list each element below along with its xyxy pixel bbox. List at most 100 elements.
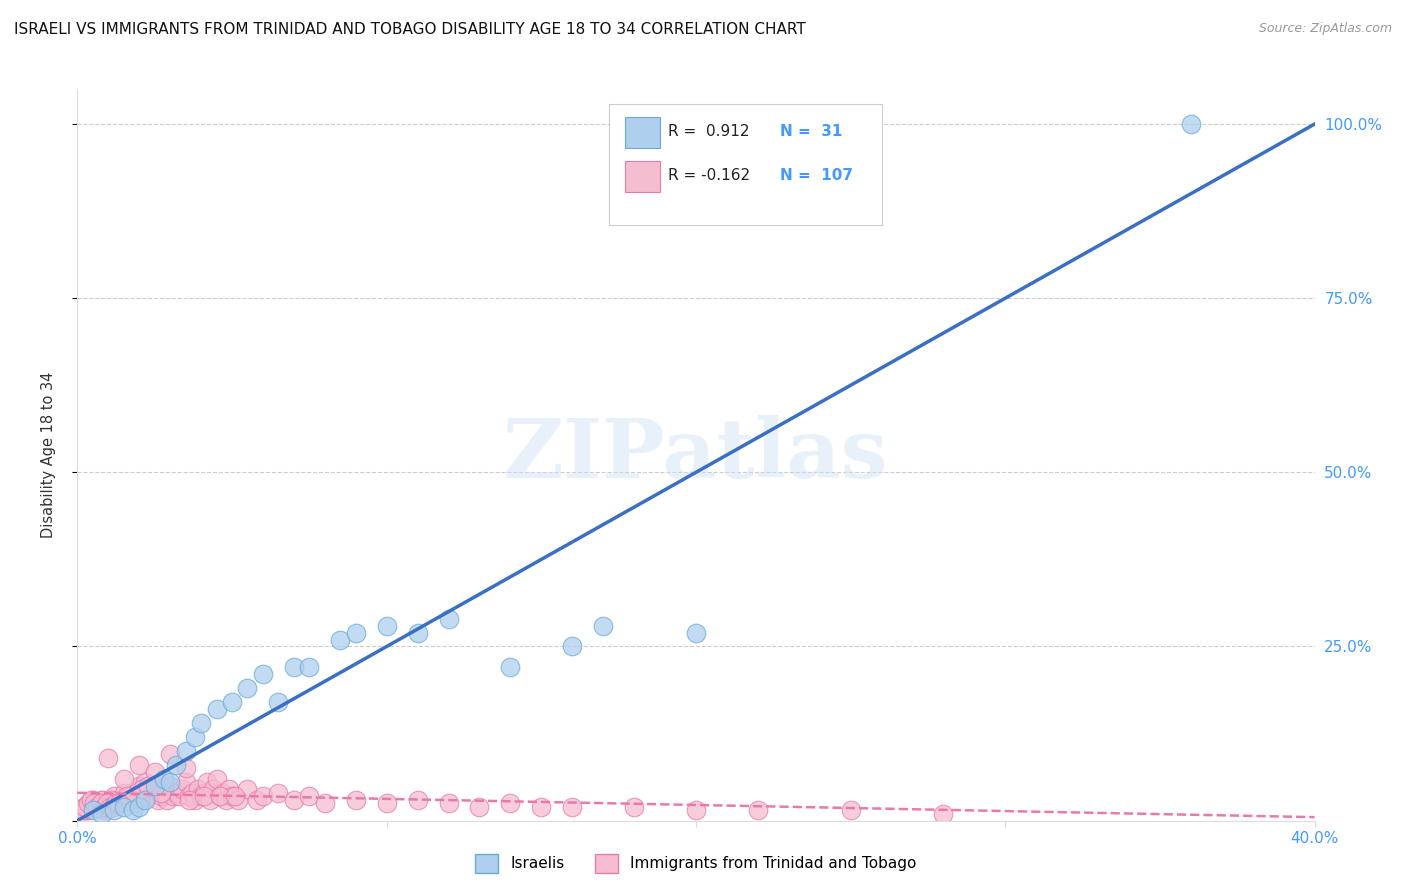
Point	[100, 796, 122, 810]
Point	[82, 793, 104, 807]
Point	[76, 803, 98, 817]
Point	[107, 796, 129, 810]
Point	[169, 789, 191, 804]
Point	[685, 625, 707, 640]
Point	[75, 799, 96, 814]
Point	[90, 796, 112, 810]
Point	[437, 612, 460, 626]
Bar	[626, 117, 659, 148]
Point	[174, 744, 197, 758]
Point	[91, 793, 114, 807]
Point	[91, 793, 114, 807]
Point	[1180, 117, 1202, 131]
Point	[125, 796, 148, 810]
Point	[83, 796, 105, 810]
Point	[193, 786, 215, 800]
Point	[839, 803, 862, 817]
Point	[499, 660, 522, 674]
Point	[153, 772, 176, 786]
Point	[87, 796, 110, 810]
Point	[208, 789, 231, 804]
Point	[134, 793, 156, 807]
Point	[91, 806, 114, 821]
Point	[623, 799, 645, 814]
Text: ZIPatlas: ZIPatlas	[503, 415, 889, 495]
Bar	[626, 161, 659, 192]
Point	[122, 786, 145, 800]
Point	[103, 789, 125, 804]
Point	[177, 789, 200, 804]
Point	[195, 775, 218, 789]
Point	[131, 793, 153, 807]
Point	[141, 786, 163, 800]
Point	[108, 796, 131, 810]
Text: ISRAELI VS IMMIGRANTS FROM TRINIDAD AND TOBAGO DISABILITY AGE 18 TO 34 CORRELATI: ISRAELI VS IMMIGRANTS FROM TRINIDAD AND …	[14, 22, 806, 37]
Point	[561, 799, 583, 814]
Point	[314, 796, 336, 810]
Point	[76, 803, 98, 817]
Point	[128, 799, 150, 814]
Point	[84, 799, 107, 814]
Point	[122, 803, 145, 817]
Point	[236, 782, 259, 797]
Legend: Israelis, Immigrants from Trinidad and Tobago: Israelis, Immigrants from Trinidad and T…	[470, 848, 922, 879]
Point	[174, 775, 197, 789]
Point	[115, 793, 138, 807]
Point	[110, 796, 132, 810]
Point	[205, 772, 228, 786]
Point	[267, 695, 290, 709]
Point	[153, 786, 176, 800]
Point	[101, 799, 124, 814]
Point	[180, 786, 202, 800]
Point	[561, 640, 583, 654]
Point	[375, 618, 398, 632]
Point	[105, 796, 127, 810]
Point	[82, 803, 104, 817]
Point	[224, 789, 246, 804]
Point	[134, 775, 156, 789]
Point	[107, 793, 129, 807]
Point	[685, 803, 707, 817]
Point	[82, 799, 104, 814]
Point	[112, 772, 135, 786]
Point	[149, 789, 172, 804]
Point	[211, 786, 233, 800]
Point	[298, 789, 321, 804]
Point	[159, 779, 181, 793]
Point	[96, 796, 118, 810]
Point	[72, 799, 94, 814]
Point	[77, 796, 100, 810]
Point	[406, 793, 429, 807]
Point	[128, 758, 150, 772]
Point	[162, 789, 184, 804]
Point	[246, 793, 269, 807]
Point	[159, 747, 181, 762]
Point	[143, 764, 166, 779]
Text: Source: ZipAtlas.com: Source: ZipAtlas.com	[1258, 22, 1392, 36]
Point	[93, 799, 115, 814]
Point	[298, 660, 321, 674]
Point	[190, 716, 212, 731]
Point	[84, 796, 107, 810]
Point	[128, 779, 150, 793]
Point	[138, 779, 160, 793]
Point	[97, 799, 120, 814]
Point	[208, 789, 231, 804]
Point	[100, 793, 122, 807]
Point	[159, 775, 181, 789]
Point	[103, 803, 125, 817]
Point	[267, 786, 290, 800]
Point	[283, 793, 305, 807]
Point	[236, 681, 259, 696]
Point	[115, 789, 138, 804]
Point	[193, 789, 215, 804]
Point	[329, 632, 352, 647]
Point	[79, 796, 101, 810]
Point	[165, 786, 187, 800]
Point	[221, 789, 243, 804]
Point	[94, 803, 117, 817]
Point	[143, 779, 166, 793]
Point	[283, 660, 305, 674]
Point	[112, 786, 135, 800]
Point	[98, 799, 121, 814]
